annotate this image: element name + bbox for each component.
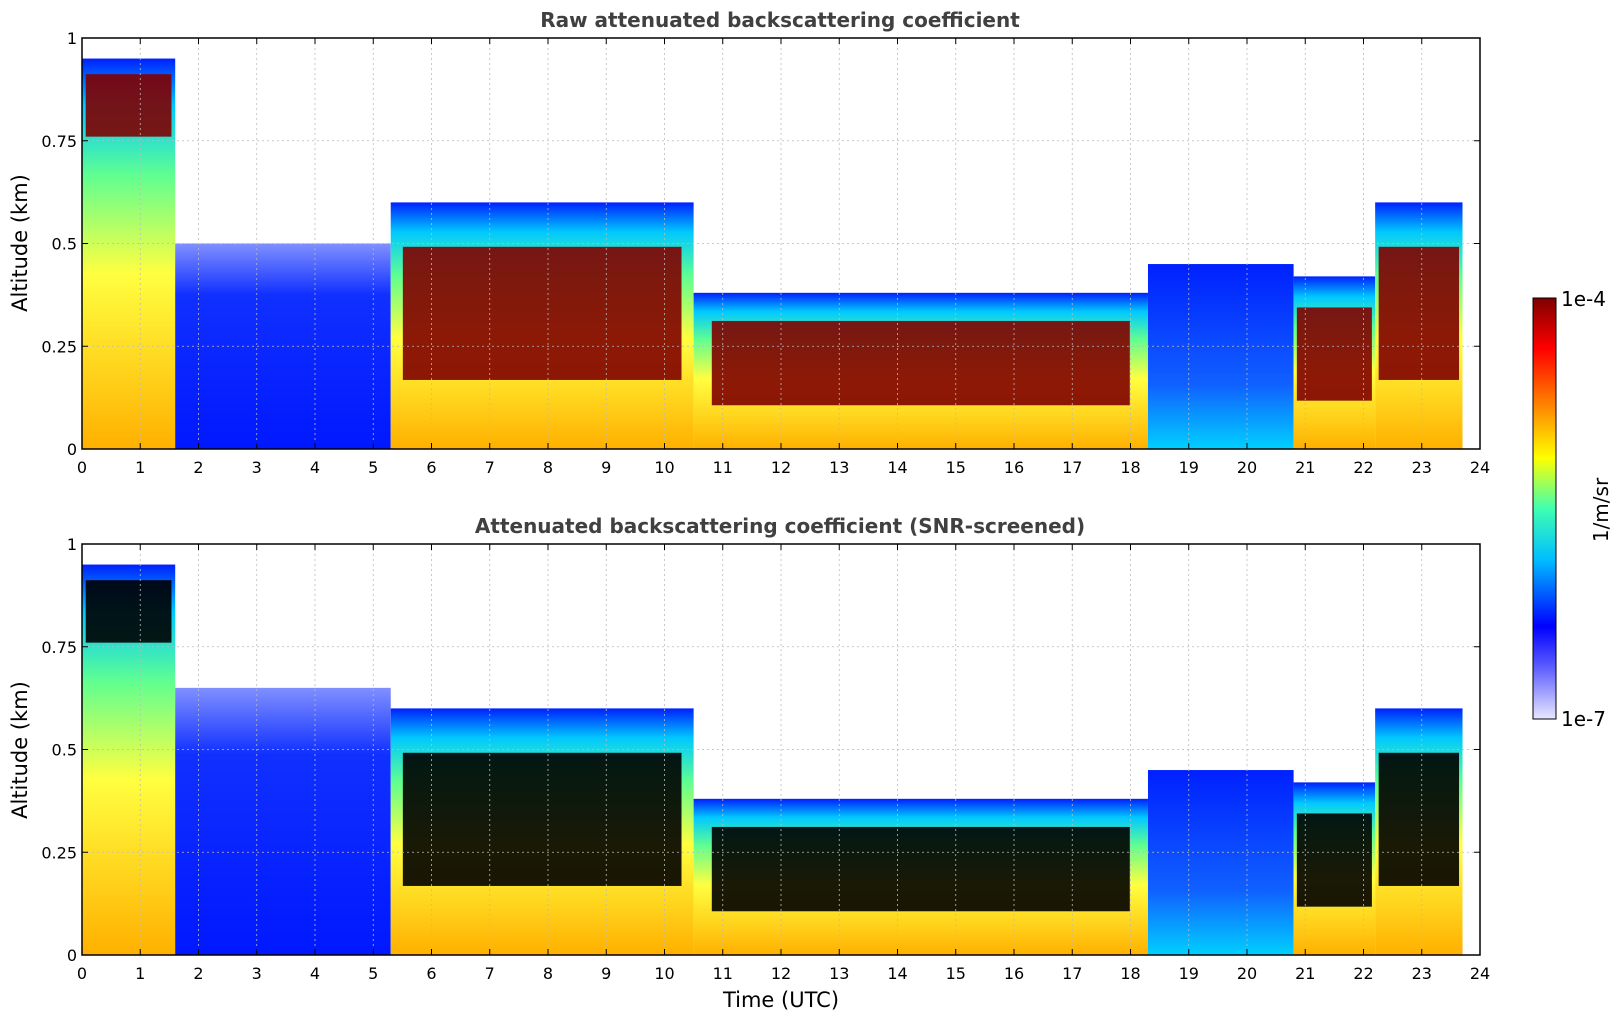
x-tick-label: 18: [1120, 964, 1140, 983]
x-tick-label: 3: [252, 458, 262, 477]
y-tick-label: 0.75: [41, 638, 77, 657]
y-axis: 0 0.25 0.5 0.75 1: [41, 535, 1480, 965]
y-tick-label: 0.5: [52, 235, 77, 254]
x-tick-label: 3: [252, 964, 262, 983]
y-tick-label: 0.25: [41, 843, 77, 862]
x-tick-label: 5: [368, 964, 378, 983]
y-tick-label: 1: [67, 29, 77, 48]
x-axis: 0 1 2 3 4 5 6 7 8 9 10 11 12 13 14 15 16 17 18 19 20 21 22 23 24: [77, 38, 1490, 477]
x-axis-label: Time (UTC): [722, 988, 839, 1012]
x-tick-label: 24: [1470, 964, 1490, 983]
y-tick-label: 1: [67, 535, 77, 554]
x-tick-label: 1: [135, 964, 145, 983]
x-tick-label: 9: [601, 458, 611, 477]
saturated-region: [1296, 813, 1372, 907]
colorbar-max-label: 1e-4: [1561, 287, 1606, 311]
colorbar-unit-label: 1/m/sr: [1589, 477, 1613, 542]
y-tick-label: 0.5: [52, 741, 77, 760]
y-axis-label: Altitude (km): [8, 174, 32, 312]
saturated-region: [402, 752, 682, 886]
x-tick-label: 21: [1295, 458, 1315, 477]
x-tick-label: 11: [713, 458, 733, 477]
y-tick-label: 0.25: [41, 337, 77, 356]
x-tick-label: 16: [1004, 458, 1024, 477]
gridlines: [82, 38, 1480, 449]
x-axis: 0 1 2 3 4 5 6 7 8 9 10 11 12 13 14 15 16 17 18 19 20 21 22 23 24: [77, 544, 1490, 983]
x-tick-label: 14: [887, 964, 907, 983]
x-tick-label: 8: [543, 964, 553, 983]
x-tick-label: 19: [1179, 458, 1199, 477]
saturated-region: [711, 826, 1130, 912]
x-tick-label: 14: [887, 458, 907, 477]
x-tick-label: 12: [771, 964, 791, 983]
x-tick-label: 9: [601, 964, 611, 983]
x-tick-label: 2: [193, 458, 203, 477]
heatmap-cells: [82, 58, 1463, 450]
x-tick-label: 12: [771, 458, 791, 477]
saturated-region: [85, 580, 172, 643]
saturated-region: [1378, 752, 1460, 886]
x-tick-label: 4: [310, 964, 320, 983]
x-tick-label: 6: [426, 964, 436, 983]
panel-title: Raw attenuated backscattering coefficien…: [540, 8, 1020, 32]
x-tick-label: 13: [829, 964, 849, 983]
x-tick-label: 23: [1412, 964, 1432, 983]
x-tick-label: 1: [135, 458, 145, 477]
saturated-region: [1378, 246, 1460, 380]
x-tick-label: 7: [485, 458, 495, 477]
x-tick-label: 8: [543, 458, 553, 477]
x-tick-label: 20: [1237, 458, 1257, 477]
x-tick-label: 22: [1353, 458, 1373, 477]
saturated-region: [402, 246, 682, 380]
x-tick-label: 20: [1237, 964, 1257, 983]
x-tick-label: 4: [310, 458, 320, 477]
y-axis: 0 0.25 0.5 0.75 1: [41, 29, 1480, 459]
colorbar-gradient: [1532, 297, 1557, 720]
heatmap-region: [1147, 264, 1294, 449]
panel-raw: Raw attenuated backscattering coefficien…: [8, 8, 1490, 477]
x-tick-label: 7: [485, 964, 495, 983]
heatmap-region: [175, 687, 391, 955]
x-tick-label: 15: [946, 964, 966, 983]
x-tick-label: 21: [1295, 964, 1315, 983]
gridlines: [82, 544, 1480, 955]
y-axis-label: Altitude (km): [8, 681, 32, 819]
y-tick-label: 0.75: [41, 132, 77, 151]
x-tick-label: 15: [946, 458, 966, 477]
x-tick-label: 5: [368, 458, 378, 477]
x-tick-label: 19: [1179, 964, 1199, 983]
x-tick-label: 10: [654, 964, 674, 983]
x-tick-label: 18: [1120, 458, 1140, 477]
saturated-region: [85, 74, 172, 137]
x-tick-label: 24: [1470, 458, 1490, 477]
x-tick-label: 11: [713, 964, 733, 983]
y-tick-label: 0: [67, 946, 77, 965]
x-tick-label: 6: [426, 458, 436, 477]
x-tick-label: 2: [193, 964, 203, 983]
x-tick-label: 16: [1004, 964, 1024, 983]
x-tick-label: 13: [829, 458, 849, 477]
heatmap-region: [1147, 770, 1294, 955]
x-tick-label: 17: [1062, 964, 1082, 983]
colorbar: 1e-4 1e-7 1/m/sr: [1532, 287, 1613, 731]
colorbar-min-label: 1e-7: [1561, 707, 1606, 731]
panel-title: Attenuated backscattering coefficient (S…: [475, 514, 1085, 538]
x-tick-label: 10: [654, 458, 674, 477]
x-tick-label: 0: [77, 458, 87, 477]
y-tick-label: 0: [67, 440, 77, 459]
x-tick-label: 17: [1062, 458, 1082, 477]
panel-screened: Attenuated backscattering coefficient (S…: [8, 514, 1490, 1012]
x-tick-label: 22: [1353, 964, 1373, 983]
x-tick-label: 23: [1412, 458, 1432, 477]
saturated-region: [711, 320, 1130, 406]
x-tick-label: 0: [77, 964, 87, 983]
saturated-region: [1296, 307, 1372, 401]
